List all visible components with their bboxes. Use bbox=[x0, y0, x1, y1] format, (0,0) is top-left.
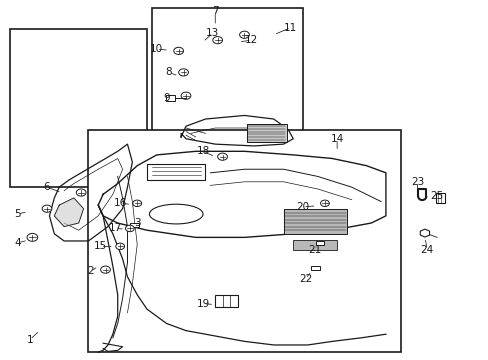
Text: 13: 13 bbox=[206, 28, 219, 38]
Bar bbox=[215, 295, 237, 307]
Circle shape bbox=[212, 37, 222, 44]
Text: 14: 14 bbox=[330, 134, 343, 144]
Bar bbox=[435, 193, 444, 203]
Text: 3: 3 bbox=[134, 218, 140, 228]
Bar bbox=[283, 210, 346, 234]
Text: 18: 18 bbox=[196, 146, 209, 156]
Polygon shape bbox=[54, 198, 83, 226]
Text: 17: 17 bbox=[108, 224, 122, 233]
Text: 7: 7 bbox=[211, 6, 218, 17]
Bar bbox=[246, 124, 286, 142]
Circle shape bbox=[217, 153, 227, 160]
Circle shape bbox=[133, 200, 142, 207]
Circle shape bbox=[173, 47, 183, 54]
Circle shape bbox=[76, 189, 86, 196]
Bar bbox=[88, 130, 400, 352]
Text: 6: 6 bbox=[43, 182, 50, 192]
Text: 9: 9 bbox=[163, 93, 169, 103]
Text: 19: 19 bbox=[196, 299, 209, 309]
Circle shape bbox=[42, 205, 52, 212]
Bar bbox=[293, 240, 336, 250]
Text: 10: 10 bbox=[150, 44, 163, 54]
Text: 15: 15 bbox=[94, 241, 107, 251]
Text: 12: 12 bbox=[244, 35, 258, 45]
Text: 8: 8 bbox=[165, 67, 172, 77]
Text: 16: 16 bbox=[113, 198, 126, 208]
Bar bbox=[10, 30, 147, 187]
Text: 21: 21 bbox=[308, 245, 321, 255]
Circle shape bbox=[320, 200, 329, 207]
Circle shape bbox=[27, 233, 38, 241]
Text: 23: 23 bbox=[410, 177, 424, 187]
Circle shape bbox=[116, 243, 124, 249]
Text: 5: 5 bbox=[15, 209, 21, 219]
Text: 22: 22 bbox=[298, 274, 311, 284]
Circle shape bbox=[101, 266, 110, 273]
Bar bbox=[130, 223, 139, 227]
Bar bbox=[166, 95, 175, 101]
Circle shape bbox=[125, 225, 134, 231]
Bar bbox=[315, 241, 324, 245]
Circle shape bbox=[181, 92, 190, 99]
Text: 2: 2 bbox=[87, 266, 94, 276]
Text: 25: 25 bbox=[429, 191, 443, 201]
Circle shape bbox=[178, 69, 188, 76]
Bar bbox=[310, 266, 319, 270]
Text: 11: 11 bbox=[284, 23, 297, 33]
Text: 24: 24 bbox=[420, 245, 433, 255]
Ellipse shape bbox=[149, 204, 203, 224]
Text: 4: 4 bbox=[15, 238, 21, 248]
Circle shape bbox=[239, 31, 249, 39]
Text: 20: 20 bbox=[296, 202, 309, 212]
Text: 1: 1 bbox=[26, 334, 33, 345]
Bar bbox=[152, 8, 303, 137]
